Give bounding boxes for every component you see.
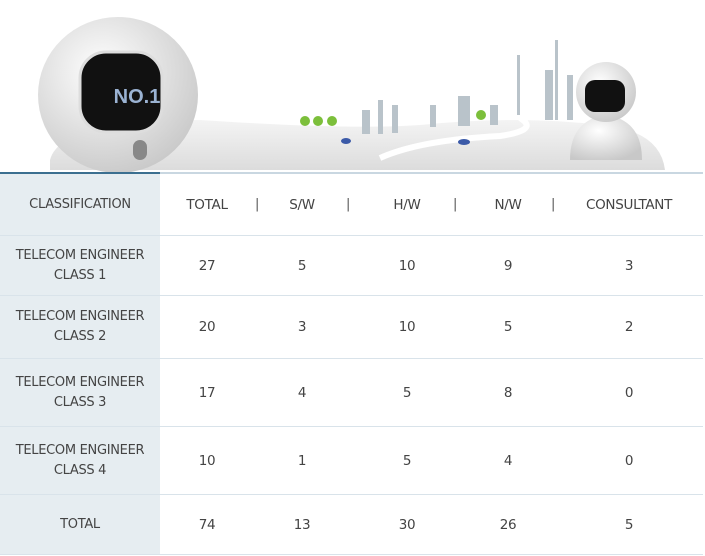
cell-hw: 10	[398, 319, 416, 335]
cell-sw: 3	[297, 319, 307, 335]
classification-line1: TELECOM ENGINEER	[15, 374, 145, 390]
header-consultant: CONSULTANT	[585, 196, 673, 213]
cell-total: 27	[198, 257, 216, 274]
cell-hw: 5	[402, 452, 412, 469]
cell-total: 74	[198, 516, 216, 533]
cell-consultant: 3	[624, 257, 634, 274]
classification-line2: CLASS 2	[53, 329, 107, 344]
cell-total: 17	[198, 384, 216, 401]
header-separator: |	[551, 197, 556, 212]
cell-sw: 5	[297, 257, 307, 274]
cell-sw: 4	[297, 384, 307, 401]
row-classification: TELECOM ENGINEER CLASS 4	[0, 427, 160, 494]
cell-hw: 10	[398, 257, 416, 274]
cell-sw: 1	[297, 452, 307, 469]
cell-hw: 5	[402, 384, 412, 401]
table-row: TELECOM ENGINEER CLASS 1 27 5 10 9 3	[0, 236, 703, 296]
cell-consultant: 5	[624, 516, 634, 533]
cell-nw: 8	[503, 384, 513, 401]
cell-nw: 9	[503, 257, 513, 274]
row-classification: TOTAL	[0, 495, 160, 554]
row-classification: TELECOM ENGINEER CLASS 3	[0, 359, 160, 426]
small-robot	[570, 62, 642, 160]
header-nw: N/W	[494, 196, 522, 213]
classification-line2: CLASS 1	[53, 267, 107, 283]
robot-badge-text: NO.1	[114, 86, 161, 108]
classification-line2: CLASS 3	[53, 394, 107, 410]
classification-line1: TOTAL	[60, 516, 100, 532]
cell-total: 10	[198, 452, 216, 469]
table-row: TELECOM ENGINEER CLASS 4 10 1 5 4 0	[0, 427, 703, 495]
cell-sw: 13	[293, 516, 311, 533]
cell-nw: 4	[503, 452, 513, 469]
classification-line1: TELECOM ENGINEER	[15, 309, 145, 324]
table-row: TELECOM ENGINEER CLASS 3 17 4 5 8 0	[0, 359, 703, 427]
header-separator: |	[346, 197, 351, 212]
classification-line1: TELECOM ENGINEER	[15, 247, 145, 263]
city-skyline	[300, 40, 573, 134]
header-sw: S/W	[289, 196, 315, 213]
table-top-border	[0, 172, 703, 174]
header-classification: CLASSIFICATION	[0, 174, 160, 235]
header-hw: H/W	[393, 196, 421, 213]
classification-line1: TELECOM ENGINEER	[15, 442, 145, 458]
cell-hw: 30	[398, 516, 416, 533]
cell-consultant: 2	[624, 319, 634, 335]
classification-line2: CLASS 4	[53, 462, 107, 478]
cell-consultant: 0	[624, 452, 634, 469]
hero-illustration: NO.1	[38, 17, 665, 173]
cell-consultant: 0	[624, 384, 634, 401]
car-icon	[458, 139, 470, 145]
header-separator: |	[255, 197, 260, 212]
cell-nw: 26	[499, 516, 517, 533]
cell-total: 20	[198, 319, 216, 335]
table-total-row: TOTAL 74 13 30 26 5	[0, 495, 703, 555]
table-header-row: CLASSIFICATION TOTAL | S/W | H/W | N/W |…	[0, 174, 703, 236]
header-separator: |	[453, 197, 458, 212]
big-robot: NO.1	[38, 17, 198, 173]
cell-nw: 5	[503, 319, 513, 335]
table-row: TELECOM ENGINEER CLASS 2 20 3 10 5 2	[0, 296, 703, 359]
classification-table: CLASSIFICATION TOTAL | S/W | H/W | N/W |…	[0, 172, 703, 555]
header-total: TOTAL	[186, 196, 228, 213]
row-classification: TELECOM ENGINEER CLASS 2	[0, 296, 160, 358]
car-icon	[341, 138, 351, 144]
row-classification: TELECOM ENGINEER CLASS 1	[0, 236, 160, 295]
